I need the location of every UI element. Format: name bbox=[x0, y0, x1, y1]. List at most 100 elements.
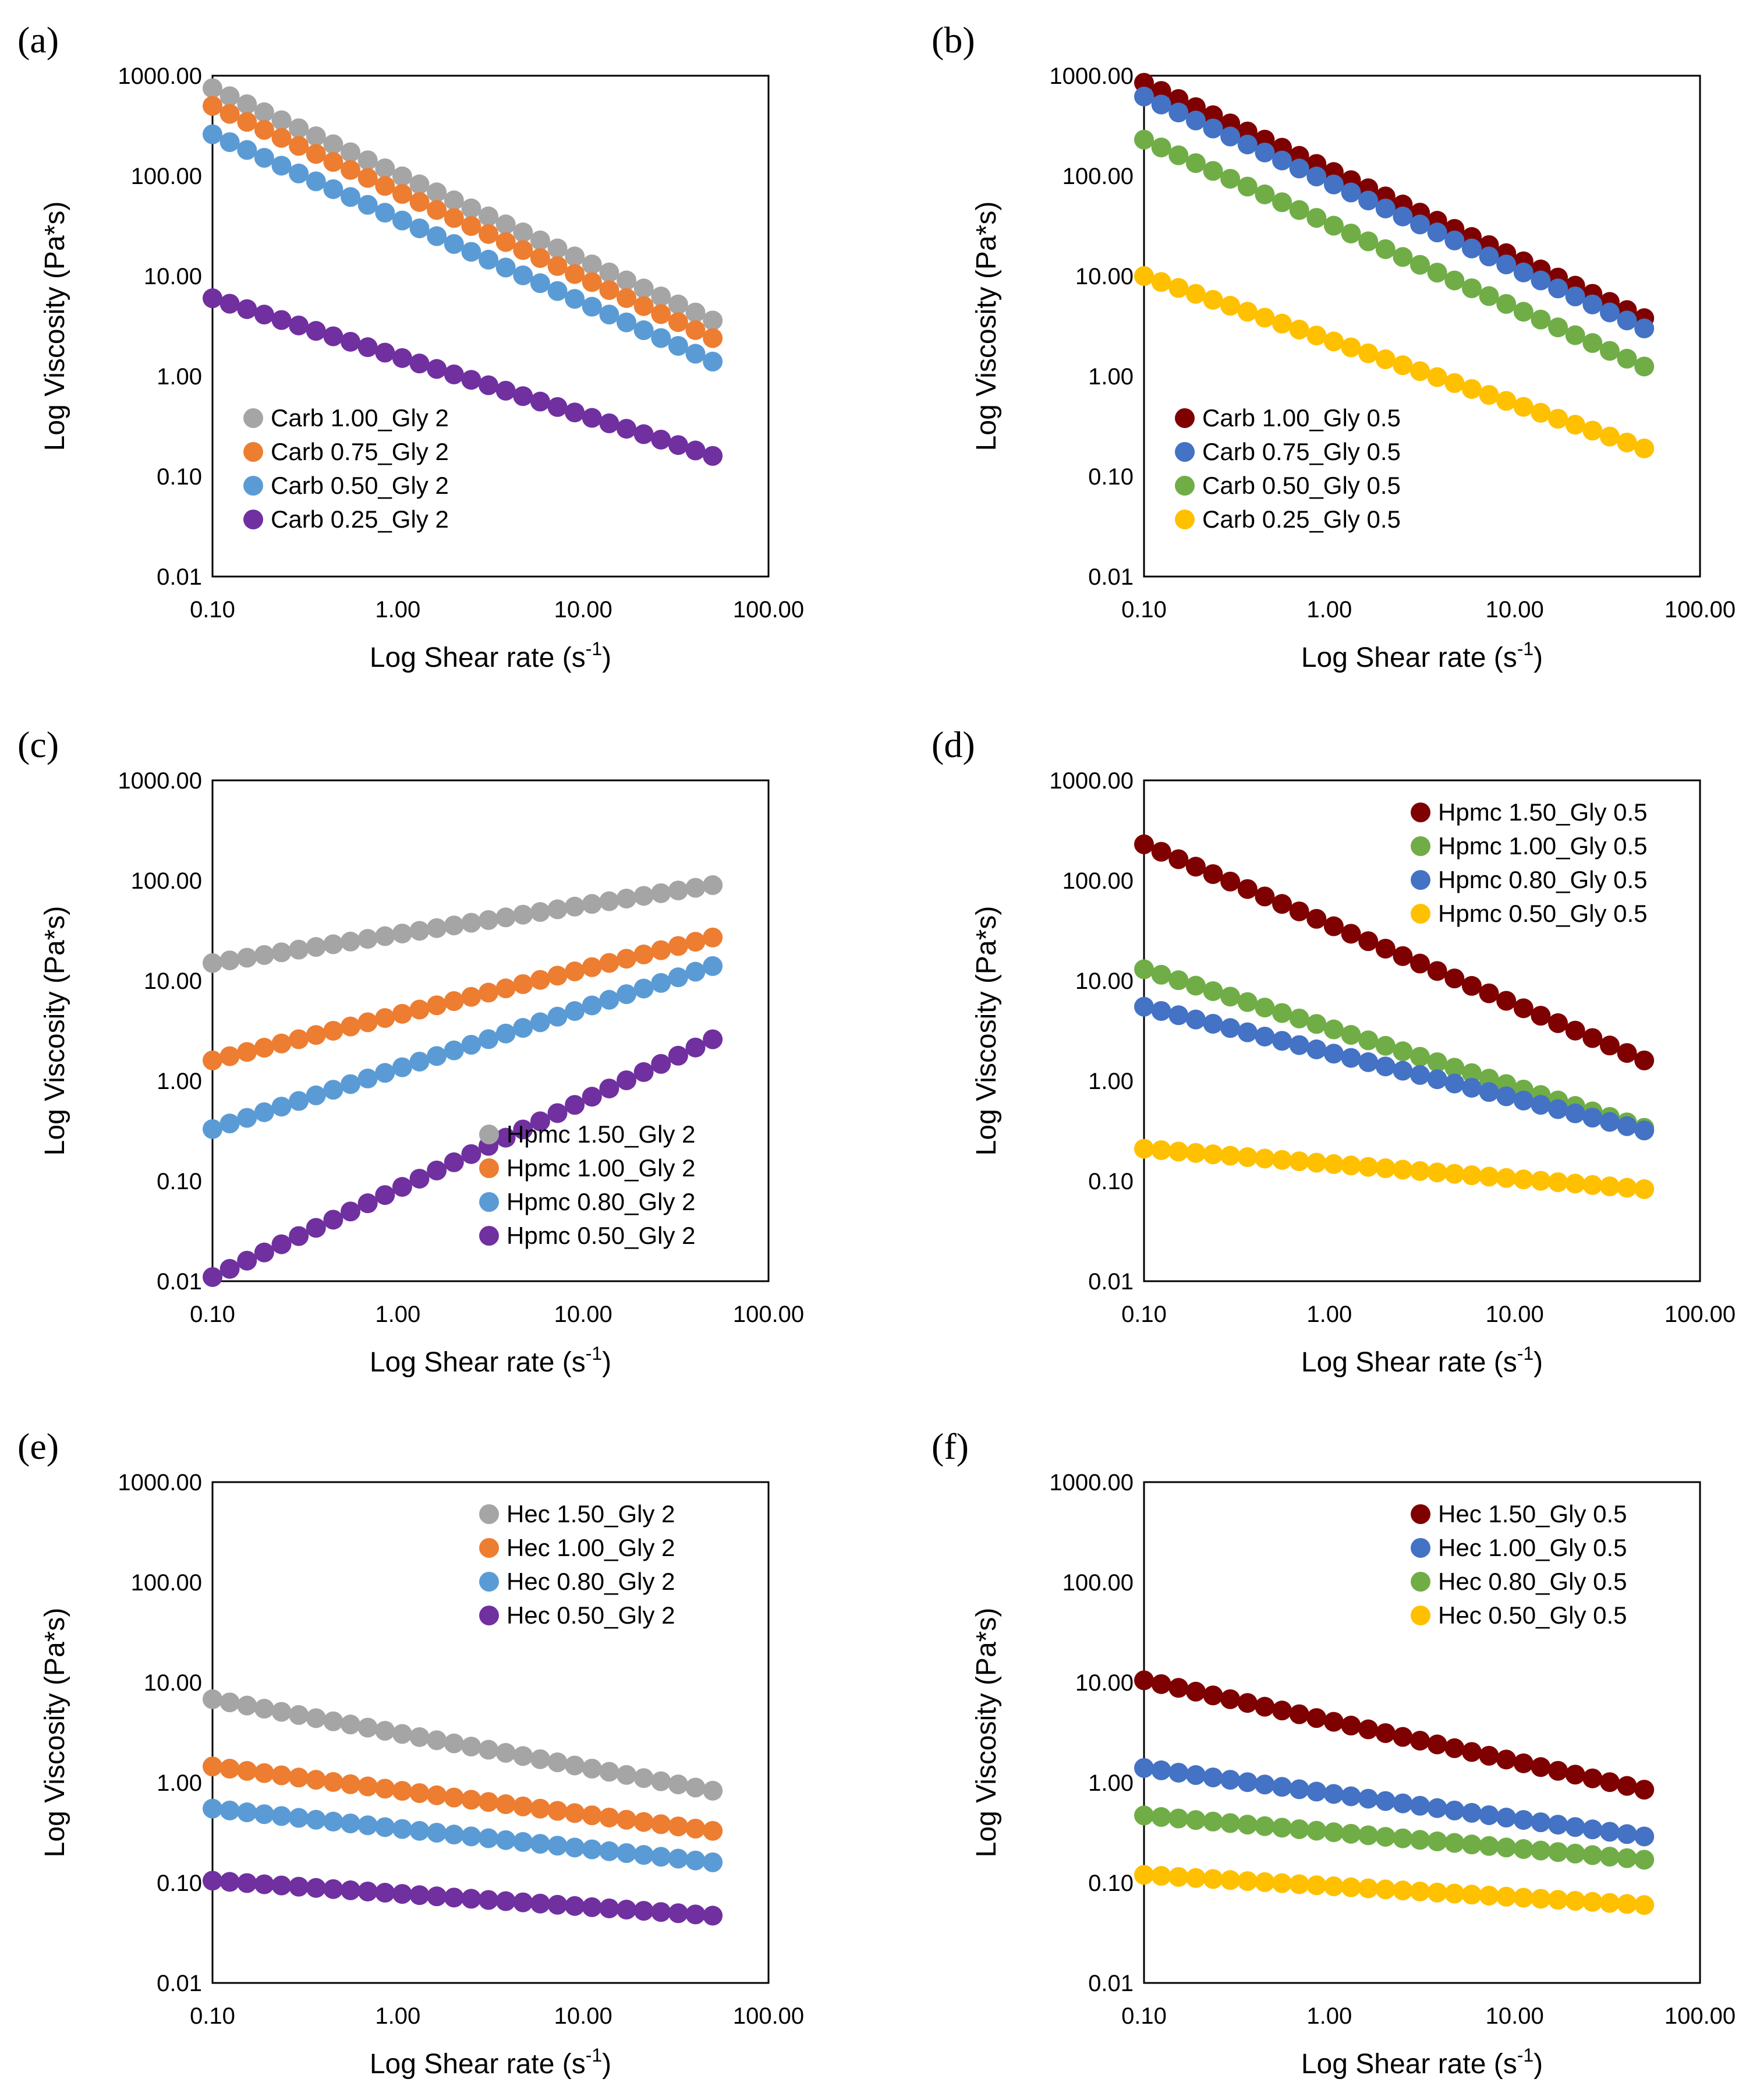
data-point bbox=[633, 886, 654, 906]
data-point bbox=[685, 961, 706, 982]
data-point bbox=[651, 429, 671, 450]
data-point bbox=[1185, 284, 1206, 304]
data-point bbox=[341, 331, 361, 352]
data-point bbox=[1548, 1099, 1568, 1119]
data-point bbox=[427, 1160, 447, 1180]
data-point bbox=[547, 1801, 568, 1821]
legend-marker bbox=[1411, 1606, 1430, 1625]
y-tick-label: 1.00 bbox=[157, 364, 202, 390]
data-point bbox=[203, 1119, 222, 1139]
data-point bbox=[1306, 167, 1327, 187]
data-point bbox=[1134, 959, 1154, 980]
data-point bbox=[1358, 1878, 1379, 1899]
data-point bbox=[1272, 1873, 1292, 1893]
y-tick-label: 100.00 bbox=[1063, 868, 1134, 894]
series bbox=[1134, 996, 1655, 1141]
data-point bbox=[513, 222, 533, 243]
data-point bbox=[409, 1783, 430, 1803]
data-point bbox=[1375, 1827, 1396, 1847]
data-point bbox=[271, 110, 292, 130]
data-point bbox=[1272, 1818, 1292, 1838]
data-point bbox=[599, 280, 619, 300]
chart-panel-f: (f) 0.01 0.10 1.00 10.00 100.00 1000.00 0.10 1.0… bbox=[932, 1426, 1736, 2080]
panel-label: (e) bbox=[17, 1426, 59, 1467]
data-point bbox=[1272, 1700, 1292, 1721]
data-point bbox=[1617, 1776, 1637, 1796]
legend-label: Hpmc 0.80_Gly 0.5 bbox=[1438, 866, 1648, 893]
data-point bbox=[565, 402, 585, 423]
y-tick-label: 1.00 bbox=[157, 1770, 202, 1796]
data-point bbox=[341, 1880, 361, 1900]
data-point bbox=[1134, 1758, 1154, 1778]
data-point bbox=[1272, 1150, 1292, 1170]
data-point bbox=[651, 287, 671, 307]
data-point bbox=[254, 1699, 274, 1719]
data-point bbox=[323, 326, 343, 347]
data-point bbox=[444, 915, 464, 936]
data-point bbox=[203, 1267, 222, 1287]
data-point bbox=[617, 1070, 637, 1091]
legend-marker bbox=[479, 1572, 499, 1592]
data-point bbox=[219, 1759, 240, 1779]
data-point bbox=[565, 1001, 585, 1021]
data-point bbox=[1185, 1681, 1206, 1702]
data-point bbox=[444, 208, 464, 228]
data-point bbox=[1185, 1765, 1206, 1786]
data-point bbox=[565, 896, 585, 917]
data-point bbox=[1410, 1881, 1430, 1901]
data-point bbox=[1237, 1693, 1258, 1713]
y-tick-label: 100.00 bbox=[131, 1570, 202, 1596]
data-point bbox=[703, 1820, 723, 1841]
y-tick-label: 0.10 bbox=[157, 1871, 202, 1896]
series bbox=[1134, 86, 1655, 338]
data-point bbox=[582, 296, 602, 317]
data-point bbox=[530, 273, 550, 294]
data-point bbox=[1134, 73, 1154, 93]
data-point bbox=[703, 927, 723, 948]
data-point bbox=[1461, 1063, 1482, 1083]
data-point bbox=[461, 1826, 481, 1847]
data-point bbox=[495, 214, 516, 235]
data-point bbox=[703, 446, 723, 466]
data-point bbox=[1461, 238, 1482, 259]
data-point bbox=[651, 1847, 671, 1867]
data-point bbox=[1444, 1883, 1465, 1904]
data-point bbox=[599, 891, 619, 911]
series bbox=[1134, 1139, 1655, 1199]
data-point bbox=[1306, 1152, 1327, 1173]
data-point bbox=[668, 1774, 688, 1795]
legend-marker bbox=[1411, 1538, 1430, 1558]
data-point bbox=[461, 1790, 481, 1810]
data-point bbox=[651, 304, 671, 324]
data-point bbox=[306, 1878, 326, 1898]
data-point bbox=[703, 1780, 723, 1801]
data-point bbox=[254, 1242, 274, 1263]
legend-marker bbox=[479, 1504, 499, 1524]
data-point bbox=[392, 1724, 412, 1744]
legend: Hpmc 1.50_Gly 0.5 Hpmc 1.00_Gly 0.5 Hpmc 0… bbox=[1411, 798, 1648, 927]
data-point bbox=[1582, 1028, 1603, 1048]
y-tick-label: 100.00 bbox=[1063, 164, 1134, 189]
data-point bbox=[461, 987, 481, 1007]
data-point bbox=[685, 1037, 706, 1058]
data-point bbox=[1375, 239, 1396, 259]
data-point bbox=[1393, 1828, 1413, 1848]
data-point bbox=[1565, 1020, 1585, 1041]
data-point bbox=[1565, 1765, 1585, 1785]
data-point bbox=[685, 1850, 706, 1871]
data-point bbox=[1565, 415, 1585, 435]
data-point bbox=[341, 931, 361, 952]
chart-panel-d: (d) 0.01 0.10 1.00 10.00 100.00 1000.00 0.10 1.0… bbox=[932, 724, 1736, 1378]
data-point bbox=[1599, 1893, 1620, 1913]
data-point bbox=[633, 1901, 654, 1921]
data-point bbox=[1323, 1712, 1344, 1732]
data-point bbox=[1375, 1035, 1396, 1056]
data-point bbox=[1479, 1166, 1499, 1187]
legend-label: Carb 0.50_Gly 0.5 bbox=[1202, 472, 1401, 499]
data-point bbox=[444, 1787, 464, 1808]
data-point bbox=[219, 1872, 240, 1892]
data-point bbox=[219, 1800, 240, 1820]
data-point bbox=[1203, 1869, 1223, 1889]
data-point bbox=[1272, 192, 1292, 213]
y-tick-label: 0.10 bbox=[1088, 464, 1134, 490]
